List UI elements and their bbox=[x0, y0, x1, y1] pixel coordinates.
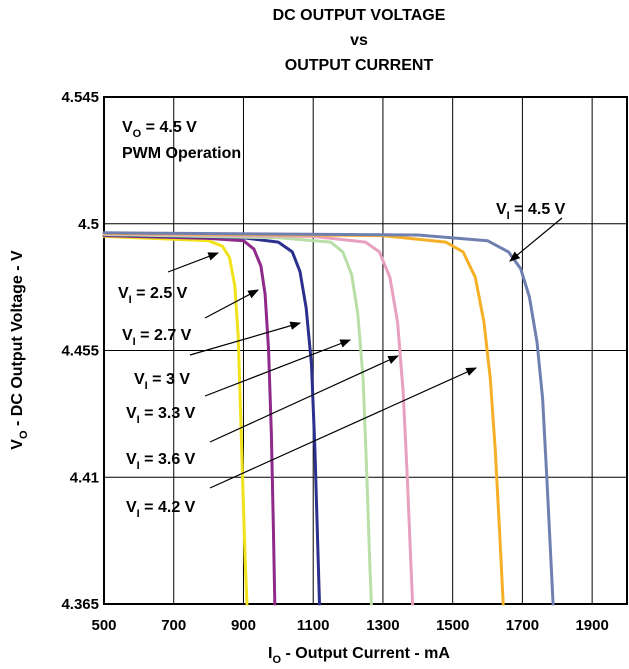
chart-title-line-2: vs bbox=[350, 32, 368, 49]
series-line-7 bbox=[102, 231, 555, 606]
series-label-arrow-6 bbox=[209, 367, 477, 489]
y-axis-label: VO - DC Output Voltage - V bbox=[9, 250, 30, 450]
series-line-5 bbox=[102, 232, 415, 606]
y-tick-label-4.41: 4.41 bbox=[70, 469, 99, 486]
series-line-1 bbox=[102, 234, 249, 606]
chart-title-line-3: OUTPUT CURRENT bbox=[285, 57, 434, 74]
series-label-4: VI = 3.3 V bbox=[126, 405, 196, 426]
x-tick-label-1300: 1300 bbox=[366, 617, 399, 634]
condition-output-voltage: VO = 4.5 V bbox=[122, 119, 197, 140]
series-label-3: VI = 3 V bbox=[134, 371, 190, 392]
x-tick-label-1500: 1500 bbox=[436, 617, 469, 634]
series-label-arrow-5 bbox=[209, 355, 399, 443]
series-label-arrow-3 bbox=[189, 321, 302, 356]
series-label-arrow-1 bbox=[167, 252, 220, 273]
x-tick-label-900: 900 bbox=[231, 617, 256, 634]
series-label-1: VI = 2.5 V bbox=[118, 285, 188, 306]
x-tick-label-1100: 1100 bbox=[297, 617, 330, 634]
series-label-arrow-7 bbox=[509, 217, 563, 262]
chart-title-line-1: DC OUTPUT VOLTAGE bbox=[273, 7, 446, 24]
series-line-6 bbox=[102, 231, 505, 606]
series-label-arrow-2 bbox=[204, 289, 259, 319]
x-tick-label-700: 700 bbox=[161, 617, 186, 634]
plot-frame bbox=[103, 96, 628, 605]
y-tick-label-4.455: 4.455 bbox=[61, 343, 99, 360]
y-tick-label-4.545: 4.545 bbox=[61, 89, 99, 106]
series-label-5: VI = 3.6 V bbox=[126, 451, 196, 472]
series-label-arrow-4 bbox=[204, 339, 352, 397]
x-axis-label: IO - Output Current - mA bbox=[268, 645, 450, 666]
series-label-2: VI = 2.7 V bbox=[122, 327, 192, 348]
series-label-6: VI = 4.2 V bbox=[126, 499, 196, 520]
x-tick-label-500: 500 bbox=[91, 617, 116, 634]
y-tick-label-4.365: 4.365 bbox=[61, 596, 99, 613]
series-line-4 bbox=[102, 233, 373, 606]
x-tick-label-1700: 1700 bbox=[506, 617, 539, 634]
x-tick-label-1900: 1900 bbox=[575, 617, 608, 634]
series-label-7: VI = 4.5 V bbox=[496, 201, 566, 222]
series-line-3 bbox=[102, 233, 321, 606]
y-tick-label-4.5: 4.5 bbox=[78, 216, 99, 233]
condition-pwm-operation: PWM Operation bbox=[122, 145, 241, 162]
series-line-2 bbox=[102, 234, 277, 606]
